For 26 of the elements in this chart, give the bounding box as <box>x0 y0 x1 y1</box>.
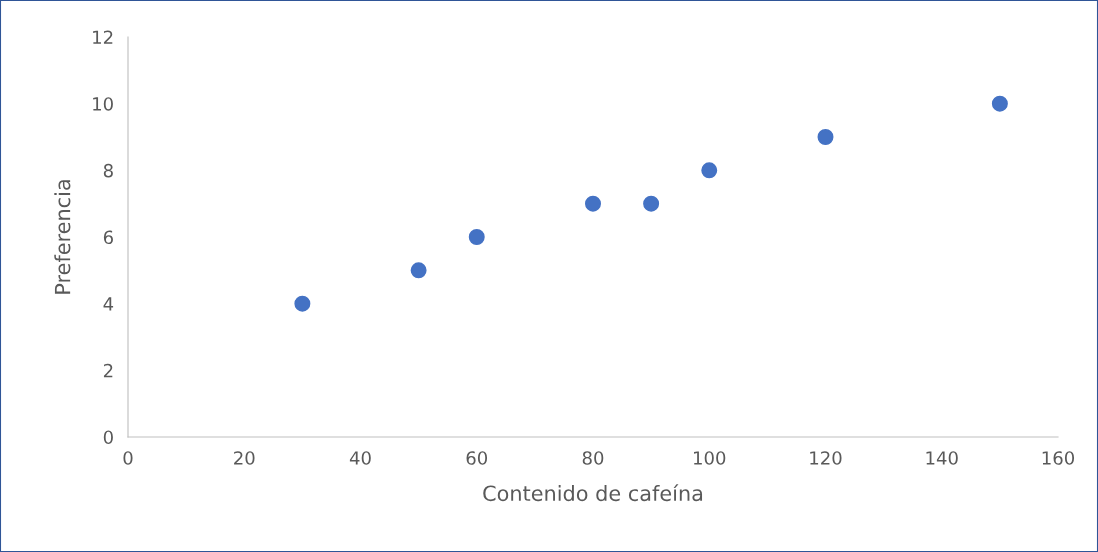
y-tick-label: 10 <box>93 97 113 111</box>
y-axis-title: Preferencia <box>54 180 71 294</box>
x-tick-label: 40 <box>349 451 371 465</box>
x-tick-label: 0 <box>123 451 133 465</box>
x-axis-title: Contenido de cafeína <box>483 484 703 502</box>
point <box>585 195 601 212</box>
y-tick-label: 12 <box>93 30 113 44</box>
y-tick-label: 4 <box>103 297 114 311</box>
x-tick-label: 60 <box>466 451 488 465</box>
y-tick-label: 8 <box>103 163 113 178</box>
point <box>468 229 485 245</box>
x-tick-label: 160 <box>1042 451 1075 465</box>
point <box>410 262 427 279</box>
point <box>294 295 311 312</box>
y-tick-label: 6 <box>103 230 113 245</box>
point <box>643 195 660 212</box>
x-tick-label: 80 <box>582 451 604 465</box>
y-tick-label: 2 <box>103 363 113 378</box>
x-tick-label: 20 <box>234 451 255 465</box>
x-tick-label: 120 <box>810 451 842 465</box>
point <box>701 162 718 179</box>
x-tick-label: 100 <box>694 451 726 465</box>
y-tick-label: 0 <box>103 430 113 445</box>
point <box>991 95 1008 112</box>
x-tick-label: 140 <box>926 451 958 465</box>
point <box>817 129 834 145</box>
